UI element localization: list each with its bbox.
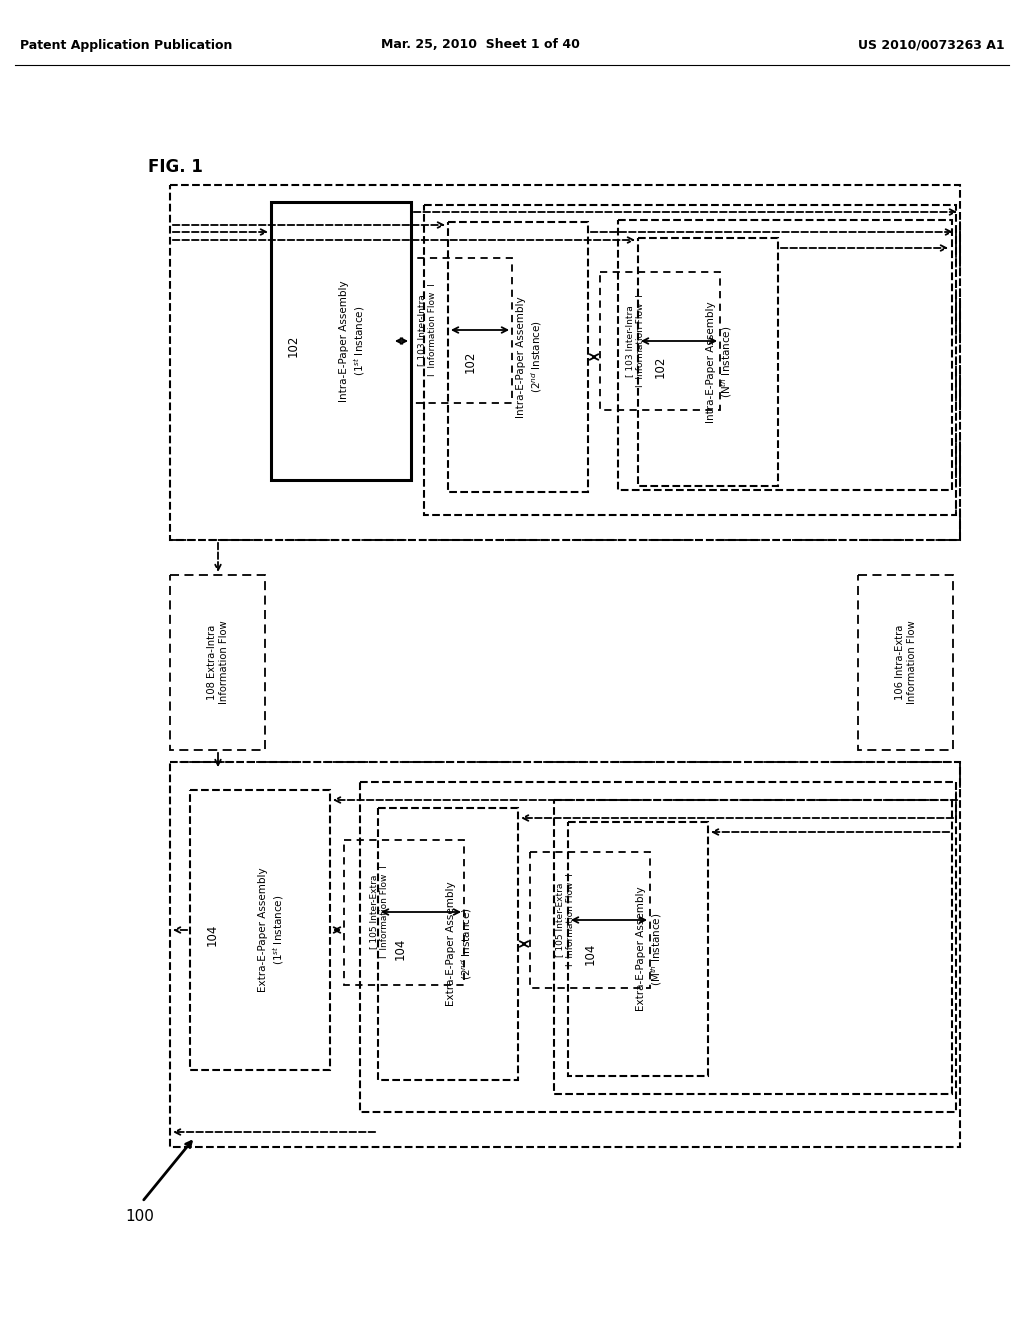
Text: [ 105 Inter-Extra
I  Information Flow  I: [ 105 Inter-Extra I Information Flow I bbox=[555, 874, 575, 966]
Text: Mar. 25, 2010  Sheet 1 of 40: Mar. 25, 2010 Sheet 1 of 40 bbox=[381, 38, 580, 51]
Bar bbox=[449, 222, 588, 492]
Bar bbox=[170, 762, 961, 1147]
Bar bbox=[600, 272, 720, 411]
Bar bbox=[190, 789, 330, 1071]
Bar bbox=[530, 851, 650, 987]
Bar bbox=[554, 800, 952, 1094]
Text: Extra-E-Paper Assembly
(M$^{th}$ Instance): Extra-E-Paper Assembly (M$^{th}$ Instanc… bbox=[636, 887, 665, 1011]
Text: 104: 104 bbox=[393, 937, 407, 960]
Text: 102: 102 bbox=[464, 351, 476, 374]
Text: FIG. 1: FIG. 1 bbox=[148, 158, 203, 176]
Bar bbox=[424, 205, 956, 515]
Text: 108 Extra-Intra
Information Flow: 108 Extra-Intra Information Flow bbox=[207, 620, 229, 704]
Bar bbox=[378, 808, 518, 1080]
Text: Patent Application Publication: Patent Application Publication bbox=[20, 38, 232, 51]
Bar bbox=[360, 781, 956, 1111]
Bar bbox=[858, 576, 953, 750]
Text: Intra-E-Paper Assembly
(2$^{nd}$ Instance): Intra-E-Paper Assembly (2$^{nd}$ Instanc… bbox=[516, 296, 544, 418]
Text: 104: 104 bbox=[206, 924, 218, 946]
Text: 100: 100 bbox=[125, 1209, 154, 1224]
Bar bbox=[568, 822, 708, 1076]
Bar bbox=[638, 238, 778, 486]
Text: Extra-E-Paper Assembly
(2$^{nd}$ Instance): Extra-E-Paper Assembly (2$^{nd}$ Instanc… bbox=[445, 882, 474, 1006]
Text: US 2010/0073263 A1: US 2010/0073263 A1 bbox=[858, 38, 1005, 51]
Text: 106 Intra-Extra
Information Flow: 106 Intra-Extra Information Flow bbox=[895, 620, 918, 704]
Text: Intra-E-Paper Assembly
(1$^{st}$ Instance): Intra-E-Paper Assembly (1$^{st}$ Instanc… bbox=[339, 280, 367, 401]
Bar bbox=[170, 185, 961, 540]
Bar bbox=[618, 220, 952, 490]
Text: Intra-E-Paper Assembly
(N$^{th}$ Instance): Intra-E-Paper Assembly (N$^{th}$ Instanc… bbox=[706, 301, 734, 422]
Text: [ 105 Inter-Extra
I  Information Flow  I: [ 105 Inter-Extra I Information Flow I bbox=[369, 866, 389, 958]
Bar bbox=[170, 576, 265, 750]
Bar bbox=[344, 840, 464, 985]
Text: 104: 104 bbox=[584, 942, 597, 965]
Bar bbox=[392, 257, 512, 403]
Text: [ 103 Inter-Intra
I  Information Flow  I: [ 103 Inter-Intra I Information Flow I bbox=[417, 284, 437, 376]
Text: 102: 102 bbox=[287, 335, 299, 358]
Text: [ 103 Inter-Intra
I  Information Flow  I: [ 103 Inter-Intra I Information Flow I bbox=[625, 294, 645, 387]
Text: 102: 102 bbox=[653, 356, 667, 379]
Bar bbox=[271, 202, 411, 480]
Text: Extra-E-Paper Assembly
(1$^{st}$ Instance): Extra-E-Paper Assembly (1$^{st}$ Instanc… bbox=[258, 867, 286, 993]
